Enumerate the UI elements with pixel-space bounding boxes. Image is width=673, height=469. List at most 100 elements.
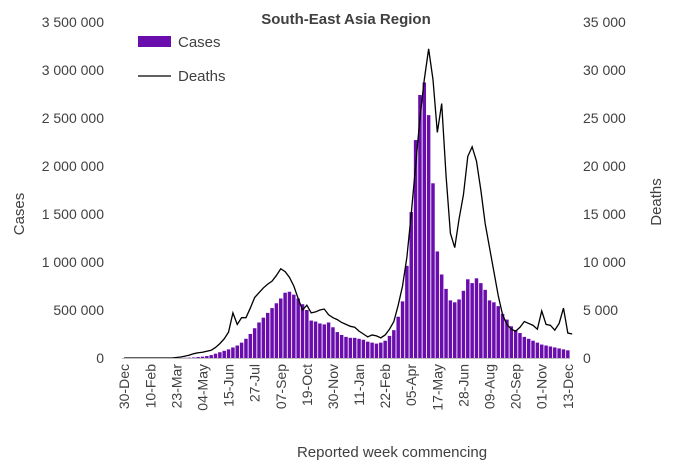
cases-bar (196, 357, 200, 358)
x-tick-label: 19-Oct (299, 364, 315, 406)
x-tick-label: 27-Jul (247, 364, 263, 402)
x-axis-title: Reported week commencing (297, 444, 487, 461)
y-tick-label: 2 500 000 (42, 110, 104, 126)
cases-bar (522, 336, 527, 358)
cases-bar (448, 300, 453, 358)
cases-bar (352, 337, 357, 358)
cases-bar (405, 265, 409, 358)
x-tick-label: 09-Aug (482, 364, 498, 409)
cases-bar (544, 345, 548, 358)
cases-bar (231, 347, 235, 358)
cases-bar (213, 353, 218, 358)
cases-bar (239, 342, 244, 358)
cases-bar (470, 283, 474, 358)
cases-bar (339, 334, 344, 358)
cases-bar (348, 337, 353, 358)
cases-bar (200, 356, 205, 358)
cases-bar (296, 298, 300, 358)
cases-bar (444, 288, 448, 358)
x-tick-label: 23-Mar (168, 364, 184, 409)
cases-bar (392, 330, 396, 358)
legend: Cases Deaths (138, 34, 226, 85)
cases-bar (383, 340, 387, 358)
x-tick-label: 01-Nov (534, 364, 550, 409)
cases-bar (252, 328, 257, 358)
cases-bar (374, 343, 379, 358)
cases-bar (326, 322, 331, 358)
y-tick-label: 1 500 000 (42, 206, 104, 222)
x-tick-label: 30-Nov (325, 364, 341, 409)
cases-bar (287, 291, 292, 358)
cases-bar (457, 299, 461, 358)
x-tick-label: 28-Jun (455, 364, 471, 407)
cases-bar (379, 342, 383, 358)
y2-tick-label: 0 (583, 350, 591, 366)
cases-bar (409, 212, 413, 358)
cases-bar (279, 298, 283, 358)
cases-bar (518, 333, 522, 358)
legend-cases-swatch (138, 36, 171, 47)
cases-bar (309, 320, 313, 358)
cases-bar (418, 94, 422, 359)
x-tick-label: 15-Jun (221, 364, 237, 407)
cases-bar (248, 334, 253, 358)
cases-bar (396, 316, 400, 358)
y2-tick-label: 10 000 (583, 254, 626, 270)
deaths-line (124, 48, 573, 359)
cases-bar (566, 350, 570, 358)
cases-bar (209, 355, 213, 358)
y2-axis-title: Deaths (648, 178, 665, 226)
cases-bar (553, 347, 557, 358)
cases-bar (235, 345, 239, 358)
cases-bar (500, 313, 505, 358)
cases-bar (413, 140, 418, 358)
x-tick-label: 11-Jan (351, 364, 367, 406)
cases-bar (561, 349, 566, 358)
cases-bar (205, 356, 209, 358)
cases-bar (531, 340, 535, 358)
y2-tick-label: 25 000 (583, 110, 626, 126)
y-tick-label: 0 (96, 350, 104, 366)
cases-bar (305, 310, 309, 358)
cases-bar (492, 302, 496, 358)
cases-bar (366, 341, 370, 358)
cases-bar (435, 251, 440, 358)
cases-bar (335, 332, 340, 358)
cases-bar (370, 342, 374, 358)
cases-bar (283, 292, 287, 358)
cases-bar (496, 306, 500, 358)
cases-bar (261, 317, 266, 358)
x-tick-label: 17-May (429, 364, 445, 411)
cases-bar (344, 336, 348, 358)
x-tick-label: 05-Apr (403, 364, 419, 406)
cases-bar (431, 183, 435, 358)
x-tick-label: 13-Dec (560, 364, 576, 409)
cases-bar (535, 342, 540, 358)
x-tick-label: 04-May (195, 364, 211, 411)
cases-bar (387, 335, 392, 358)
cases-bar (439, 274, 444, 358)
y-tick-label: 2 000 000 (42, 158, 104, 174)
y2-tick-label: 15 000 (583, 206, 626, 222)
cases-bar (513, 330, 518, 358)
y-tick-label: 500 000 (53, 302, 104, 318)
cases-bar (400, 301, 405, 358)
y-tick-label: 3 500 000 (42, 14, 104, 30)
y2-tick-label: 20 000 (583, 158, 626, 174)
cases-bar (265, 312, 270, 358)
x-tick-label: 22-Feb (377, 364, 393, 409)
cases-bars (174, 82, 570, 359)
cases-bar (322, 324, 326, 358)
cases-bar (483, 289, 487, 358)
cases-bar (466, 279, 470, 358)
y-axis-left: 0 500 000 1 000 000 1 500 000 2 000 000 2 500… (42, 14, 105, 366)
cases-bar (509, 326, 514, 358)
x-tick-label: 07-Sep (273, 364, 289, 409)
cases-bar (192, 357, 196, 358)
cases-bar (218, 352, 222, 358)
y-tick-label: 1 000 000 (42, 254, 104, 270)
cases-bar (300, 304, 305, 358)
x-tick-label: 20-Sep (508, 364, 524, 409)
cases-bar (222, 350, 226, 358)
cases-bar (313, 321, 318, 358)
